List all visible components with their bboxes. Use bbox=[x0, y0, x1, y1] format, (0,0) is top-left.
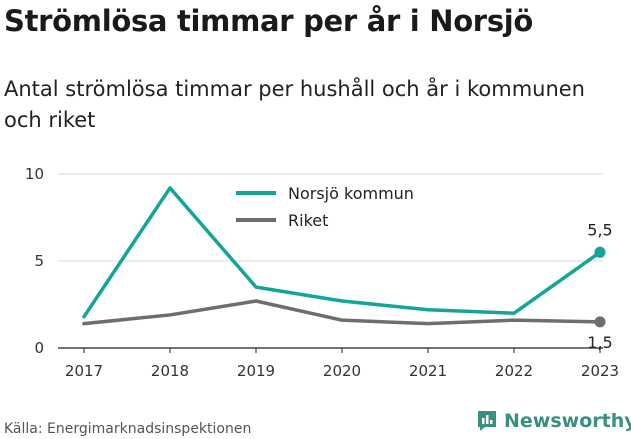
chart-subtitle: Antal strömlösa timmar per hushåll och å… bbox=[4, 77, 585, 132]
data-label: 5,5 bbox=[587, 220, 612, 239]
x-tick-label: 2021 bbox=[409, 362, 447, 380]
data-label: 1,5 bbox=[587, 333, 612, 352]
series-end-point bbox=[594, 316, 606, 328]
x-tick-label: 2023 bbox=[581, 362, 619, 380]
legend-label: Riket bbox=[288, 211, 328, 230]
legend-label: Norsjö kommun bbox=[288, 184, 414, 203]
brand-logo[interactable]: Newsworthy bbox=[476, 409, 631, 433]
x-tick-label: 2018 bbox=[151, 362, 189, 380]
chart-title: Strömlösa timmar per år i Norsjö bbox=[4, 4, 534, 38]
y-tick-label: 5 bbox=[34, 252, 44, 270]
newsworthy-logo-icon bbox=[478, 411, 496, 431]
brand-name: Newsworthy bbox=[504, 410, 631, 432]
line-chart: 0 5 10 2017 2018 2019 2020 2021 2022 2023 5,5 1,5 No… bbox=[25, 165, 619, 380]
series-line bbox=[82, 186, 602, 319]
x-tick-label: 2017 bbox=[65, 362, 103, 380]
x-tick-label: 2020 bbox=[323, 362, 361, 380]
x-tick-label: 2022 bbox=[495, 362, 533, 380]
source-note: Källa: Energimarknadsinspektionen bbox=[4, 421, 252, 437]
y-tick-label: 10 bbox=[25, 165, 44, 183]
y-tick-label: 0 bbox=[34, 339, 44, 357]
series-end-point bbox=[594, 246, 606, 258]
x-tick-label: 2019 bbox=[237, 362, 275, 380]
series-line bbox=[82, 299, 602, 326]
